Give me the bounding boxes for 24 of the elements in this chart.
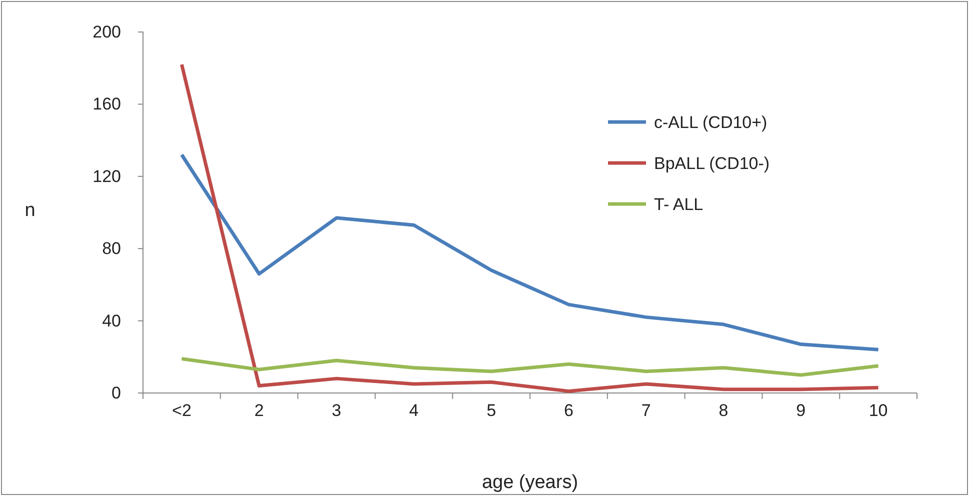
y-tick-label: 40 bbox=[102, 311, 121, 330]
x-tick-label: <2 bbox=[172, 401, 192, 420]
line-series bbox=[180, 152, 880, 352]
x-tick-label: 5 bbox=[486, 401, 496, 420]
line-series bbox=[180, 62, 880, 393]
legend-label: BpALL (CD10-) bbox=[654, 154, 770, 173]
x-tick-label: 7 bbox=[641, 401, 651, 420]
x-tick-label: 8 bbox=[718, 401, 728, 420]
line-series bbox=[180, 356, 880, 377]
y-tick-label: 200 bbox=[92, 22, 121, 42]
x-tick-label: 10 bbox=[868, 401, 888, 420]
x-tick-label: 9 bbox=[796, 401, 806, 420]
y-tick-label: 160 bbox=[92, 94, 121, 114]
y-tick-label: 80 bbox=[102, 239, 121, 258]
y-tick-label: 120 bbox=[92, 166, 121, 186]
y-tick-label: 0 bbox=[112, 383, 121, 402]
y-axis-title: n bbox=[24, 200, 36, 221]
x-tick-label: 4 bbox=[409, 401, 419, 420]
legend-label: T- ALL bbox=[654, 195, 704, 214]
x-tick-label: 3 bbox=[332, 401, 342, 420]
x-axis-title: age (years) bbox=[482, 472, 578, 493]
x-tick-label: 6 bbox=[564, 401, 574, 420]
x-tick-label: 2 bbox=[254, 401, 264, 420]
legend-label: c-ALL (CD10+) bbox=[654, 113, 768, 132]
